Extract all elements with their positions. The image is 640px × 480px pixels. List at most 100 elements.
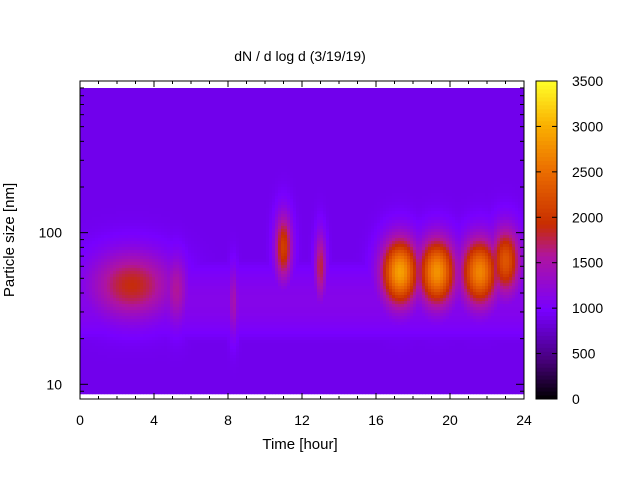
heatmap-cell	[221, 154, 225, 158]
heatmap-cell	[110, 163, 114, 167]
heatmap-cell	[110, 109, 114, 113]
heatmap-cell	[500, 148, 504, 152]
heatmap-cell	[233, 142, 237, 146]
heatmap-cell	[431, 157, 435, 161]
heatmap-cell	[455, 94, 459, 98]
heatmap-cell	[191, 127, 195, 131]
heatmap-cell	[503, 112, 507, 116]
heatmap-cell	[245, 91, 249, 95]
heatmap-cell	[143, 148, 147, 152]
heatmap-cell	[449, 154, 453, 158]
heatmap-cell	[287, 187, 291, 191]
heatmap-cell	[419, 142, 423, 146]
heatmap-cell	[209, 154, 213, 158]
heatmap-cell	[80, 169, 84, 173]
heatmap-cell	[221, 145, 225, 149]
heatmap-cell	[398, 127, 402, 131]
heatmap-cell	[446, 112, 450, 116]
heatmap-cell	[332, 184, 336, 188]
heatmap-cell	[461, 175, 465, 179]
heatmap-cell	[194, 148, 198, 152]
heatmap-cell	[467, 142, 471, 146]
heatmap-cell	[434, 169, 438, 173]
heatmap-cell	[137, 103, 141, 107]
heatmap-cell	[482, 160, 486, 164]
heatmap-cell	[188, 115, 192, 119]
heatmap-cell	[503, 121, 507, 125]
heatmap-cell	[317, 109, 321, 113]
heatmap-cell	[179, 184, 183, 188]
heatmap-cell	[305, 124, 309, 128]
heatmap-cell	[419, 181, 423, 185]
heatmap-cell	[119, 112, 123, 116]
heatmap-cell	[200, 88, 204, 92]
heatmap-cell	[236, 157, 240, 161]
heatmap-cell	[155, 112, 159, 116]
heatmap-cell	[116, 133, 120, 137]
heatmap-cell	[398, 100, 402, 104]
heatmap-cell	[461, 145, 465, 149]
heatmap-cell	[191, 172, 195, 176]
heatmap-cell	[443, 142, 447, 146]
heatmap-cell	[470, 103, 474, 107]
heatmap-cell	[296, 127, 300, 131]
heatmap-cell	[338, 112, 342, 116]
heatmap-cell	[476, 157, 480, 161]
heatmap-cell	[398, 106, 402, 110]
heatmap-cell	[101, 151, 105, 155]
heatmap-cell	[503, 94, 507, 98]
heatmap-cell	[404, 100, 408, 104]
heatmap-cell	[251, 175, 255, 179]
heatmap-cell	[380, 121, 384, 125]
heatmap-cell	[512, 142, 516, 146]
heatmap-cell	[407, 160, 411, 164]
heatmap-cell	[365, 121, 369, 125]
heatmap-cell	[104, 181, 108, 185]
heatmap-cell	[206, 178, 210, 182]
heatmap-cell	[410, 145, 414, 149]
heatmap-cell	[152, 91, 156, 95]
heatmap-cell	[83, 88, 87, 92]
heatmap-cell	[311, 103, 315, 107]
heatmap-cell	[416, 100, 420, 104]
heatmap-cell	[158, 115, 162, 119]
heatmap-cell	[251, 181, 255, 185]
heatmap-cell	[503, 148, 507, 152]
heatmap-cell	[140, 145, 144, 149]
heatmap-cell	[434, 115, 438, 119]
heatmap-cell	[422, 172, 426, 176]
heatmap-cell	[236, 130, 240, 134]
heatmap-cell	[254, 112, 258, 116]
heatmap-cell	[407, 145, 411, 149]
heatmap-cell	[134, 166, 138, 170]
heatmap-cell	[476, 106, 480, 110]
heatmap-cell	[224, 121, 228, 125]
heatmap-cell	[284, 109, 288, 113]
heatmap-cell	[197, 106, 201, 110]
heatmap-cell	[101, 148, 105, 152]
heatmap-cell	[422, 106, 426, 110]
heatmap-cell	[314, 118, 318, 122]
heatmap-cell	[338, 103, 342, 107]
heatmap-cell	[251, 154, 255, 158]
heatmap-cell	[155, 166, 159, 170]
heatmap-cell	[365, 112, 369, 116]
heatmap-cell	[194, 100, 198, 104]
heatmap-cell	[212, 94, 216, 98]
heatmap-cell	[362, 94, 366, 98]
heatmap-cell	[164, 160, 168, 164]
heatmap-cell	[236, 136, 240, 140]
heatmap-cell	[512, 160, 516, 164]
heatmap-cell	[500, 106, 504, 110]
heatmap-cell	[266, 100, 270, 104]
heatmap-cell	[515, 160, 519, 164]
heatmap-cell	[488, 163, 492, 167]
heatmap-cell	[296, 175, 300, 179]
heatmap-cell	[83, 94, 87, 98]
heatmap-cell	[152, 118, 156, 122]
heatmap-cell	[158, 166, 162, 170]
heatmap-cell	[200, 172, 204, 176]
heatmap-cell	[491, 142, 495, 146]
heatmap-cell	[479, 160, 483, 164]
heatmap-cell	[104, 133, 108, 137]
